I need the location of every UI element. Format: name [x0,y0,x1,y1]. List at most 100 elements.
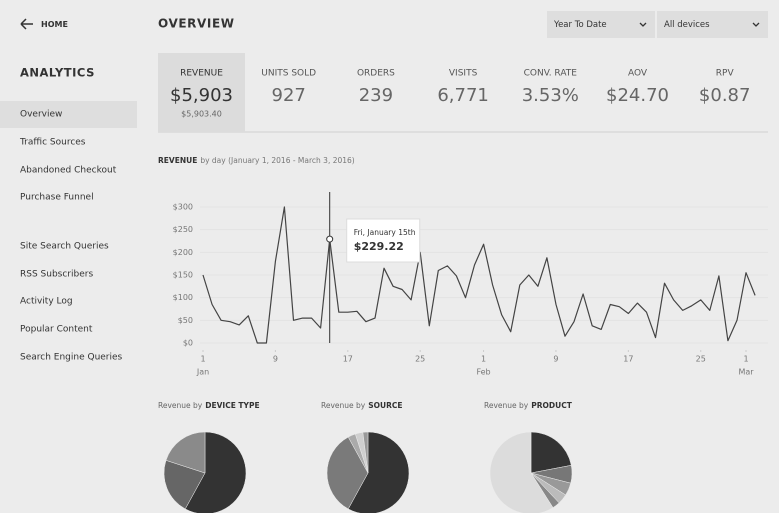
metric-value: $5,903 [170,85,233,106]
nav-label: Search Engine Queries [20,353,123,363]
tooltip-box [346,218,421,263]
x-tick-label: 1 [481,355,486,364]
metric-value: $0.87 [699,85,751,106]
pie-slice [489,431,554,513]
x-tick-label: 1 [743,355,748,364]
tooltip-value: $229.22 [354,240,404,253]
y-tick-label: $50 [178,316,193,325]
metric-value: 3.53% [522,85,579,106]
metric-tab[interactable]: VISITS 6,771 [437,69,489,107]
nav-active-bg [0,101,137,128]
metric-value: $24.70 [606,85,669,106]
back-arrow [20,18,33,30]
nav-item[interactable]: Site Search Queries [20,242,109,252]
nav-item[interactable]: Popular Content [20,325,93,335]
nav-item[interactable]: Search Engine Queries [20,353,123,363]
y-tick-label: $250 [173,225,193,234]
nav-item[interactable]: RSS Subscribers [20,270,93,280]
nav-label: Popular Content [20,325,93,335]
metric-tab[interactable]: RPV $0.87 [699,69,751,107]
pie-title: Revenue by SOURCE [321,401,403,410]
metric-tab[interactable]: CONV. RATE 3.53% [522,69,579,107]
x-month-label: Mar [738,368,754,377]
tooltip-date: Fri, January 15th [354,228,416,237]
dropdown-caret [752,22,760,27]
nav-item[interactable]: Activity Log [20,297,73,307]
pie-slice [184,431,247,513]
x-tick-label: 9 [273,355,278,364]
nav-label: Purchase Funnel [20,193,94,203]
pie-title-emphasis: PRODUCT [531,401,572,410]
metric-label: VISITS [449,69,478,79]
chart-title-line: REVENUE by day (January 1, 2016 - March 3… [158,156,355,165]
x-month-label: Feb [476,368,490,377]
metric-tab[interactable]: ORDERS 239 [357,69,395,107]
back-label: HOME [41,20,68,29]
nav-item[interactable]: Abandoned Checkout [20,166,117,176]
metric-tab[interactable]: AOV $24.70 [606,69,669,107]
chart-title: REVENUE [158,156,197,165]
pie-slice [530,431,572,474]
x-tick-label: 17 [623,355,633,364]
nav-label: Site Search Queries [20,242,109,252]
pie-title-emphasis: SOURCE [368,401,402,410]
metric-sub: $5,903.40 [181,110,222,119]
pie-slice [362,431,369,474]
chart-heading: REVENUE by day (January 1, 2016 - March 3… [158,156,355,165]
nav-item[interactable]: Overview [0,101,137,128]
filter-dropdown[interactable]: All devices [657,11,768,38]
nav-label: Activity Log [20,297,73,307]
nav-label: Abandoned Checkout [20,166,117,176]
x-tick-label: 17 [343,355,353,364]
pie-slice [347,431,410,513]
metric-value: 239 [359,85,393,106]
metric-value: 927 [272,85,306,106]
dropdown-box [547,11,655,38]
x-tick-label: 1 [200,355,205,364]
dropdown-label: All devices [664,20,710,30]
metric-label: CONV. RATE [524,69,578,79]
metric-label: UNITS SOLD [261,69,316,79]
y-tick-label: $0 [183,339,193,348]
pie-title-prefix: Revenue by [321,401,366,410]
nav-label: RSS Subscribers [20,270,93,280]
pie-title-prefix: Revenue by [158,401,203,410]
dropdown-caret [639,22,647,27]
x-tick-label: 9 [553,355,558,364]
tooltip: Fri, January 15th $229.22 [346,218,421,263]
y-tick-label: $100 [173,293,193,302]
pie-title: Revenue by DEVICE TYPE [158,401,260,410]
pie-title-prefix: Revenue by [484,401,529,410]
chart-subtitle: by day (January 1, 2016 - March 3, 2016) [200,156,354,165]
dropdown-box [657,11,768,38]
nav-item[interactable]: Purchase Funnel [20,193,94,203]
metric-label: ORDERS [357,69,395,79]
pie-slice [165,431,206,474]
pie-title: Revenue by PRODUCT [484,401,573,410]
back-link[interactable]: HOME [20,18,68,30]
y-tick-label: $200 [173,248,193,257]
metric-tab[interactable]: UNITS SOLD 927 [261,69,316,107]
pie-slice [326,436,369,510]
revenue-line [202,206,756,344]
nav-item[interactable]: Traffic Sources [19,138,86,148]
pie-title-emphasis: DEVICE TYPE [205,401,259,410]
metric-label: RPV [716,69,735,79]
y-tick-label: $300 [173,203,193,212]
metric-tab[interactable]: REVENUE $5,903 $5,903.40 [158,53,245,132]
metric-selected-bg [158,53,245,132]
filter-dropdown[interactable]: Year To Date [547,11,655,38]
hover-point [326,235,334,243]
metric-label: AOV [628,69,648,79]
metric-value: 6,771 [437,85,489,106]
y-tick-label: $150 [173,271,193,280]
page-title: OVERVIEW [158,17,235,31]
pie-slice [163,460,206,510]
x-month-label: Jan [196,368,209,377]
x-tick-label: 25 [696,355,706,364]
dropdown-label: Year To Date [553,20,607,30]
nav-label: Overview [20,110,62,120]
metric-label: REVENUE [180,69,223,79]
x-tick-label: 25 [415,355,425,364]
